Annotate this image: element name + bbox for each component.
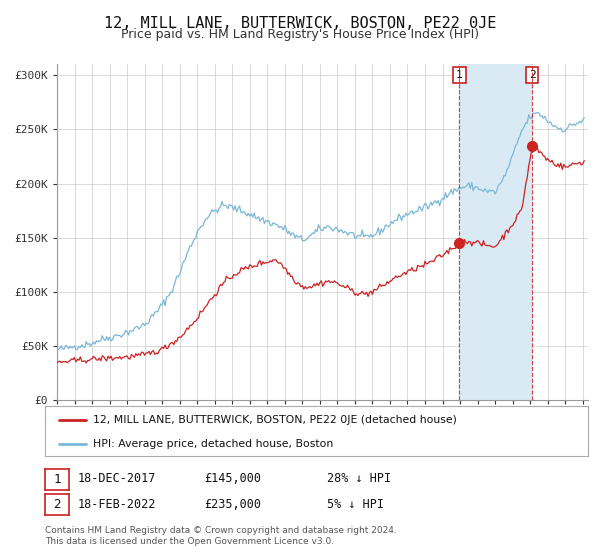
Text: 1: 1 (456, 70, 463, 80)
Bar (460, 64, 532, 400)
Text: 18-DEC-2017: 18-DEC-2017 (78, 472, 157, 486)
Text: 2: 2 (529, 70, 536, 80)
Text: 28% ↓ HPI: 28% ↓ HPI (327, 472, 391, 486)
Text: 12, MILL LANE, BUTTERWICK, BOSTON, PE22 0JE: 12, MILL LANE, BUTTERWICK, BOSTON, PE22 … (104, 16, 496, 31)
Text: £145,000: £145,000 (204, 472, 261, 486)
Text: £235,000: £235,000 (204, 497, 261, 511)
Text: 2: 2 (53, 498, 61, 511)
Text: Price paid vs. HM Land Registry's House Price Index (HPI): Price paid vs. HM Land Registry's House … (121, 28, 479, 41)
Text: 18-FEB-2022: 18-FEB-2022 (78, 497, 157, 511)
Text: 5% ↓ HPI: 5% ↓ HPI (327, 497, 384, 511)
Text: 1: 1 (53, 473, 61, 486)
Text: 12, MILL LANE, BUTTERWICK, BOSTON, PE22 0JE (detached house): 12, MILL LANE, BUTTERWICK, BOSTON, PE22 … (93, 414, 457, 424)
Text: Contains HM Land Registry data © Crown copyright and database right 2024.
This d: Contains HM Land Registry data © Crown c… (45, 526, 397, 546)
Text: HPI: Average price, detached house, Boston: HPI: Average price, detached house, Bost… (93, 439, 333, 449)
